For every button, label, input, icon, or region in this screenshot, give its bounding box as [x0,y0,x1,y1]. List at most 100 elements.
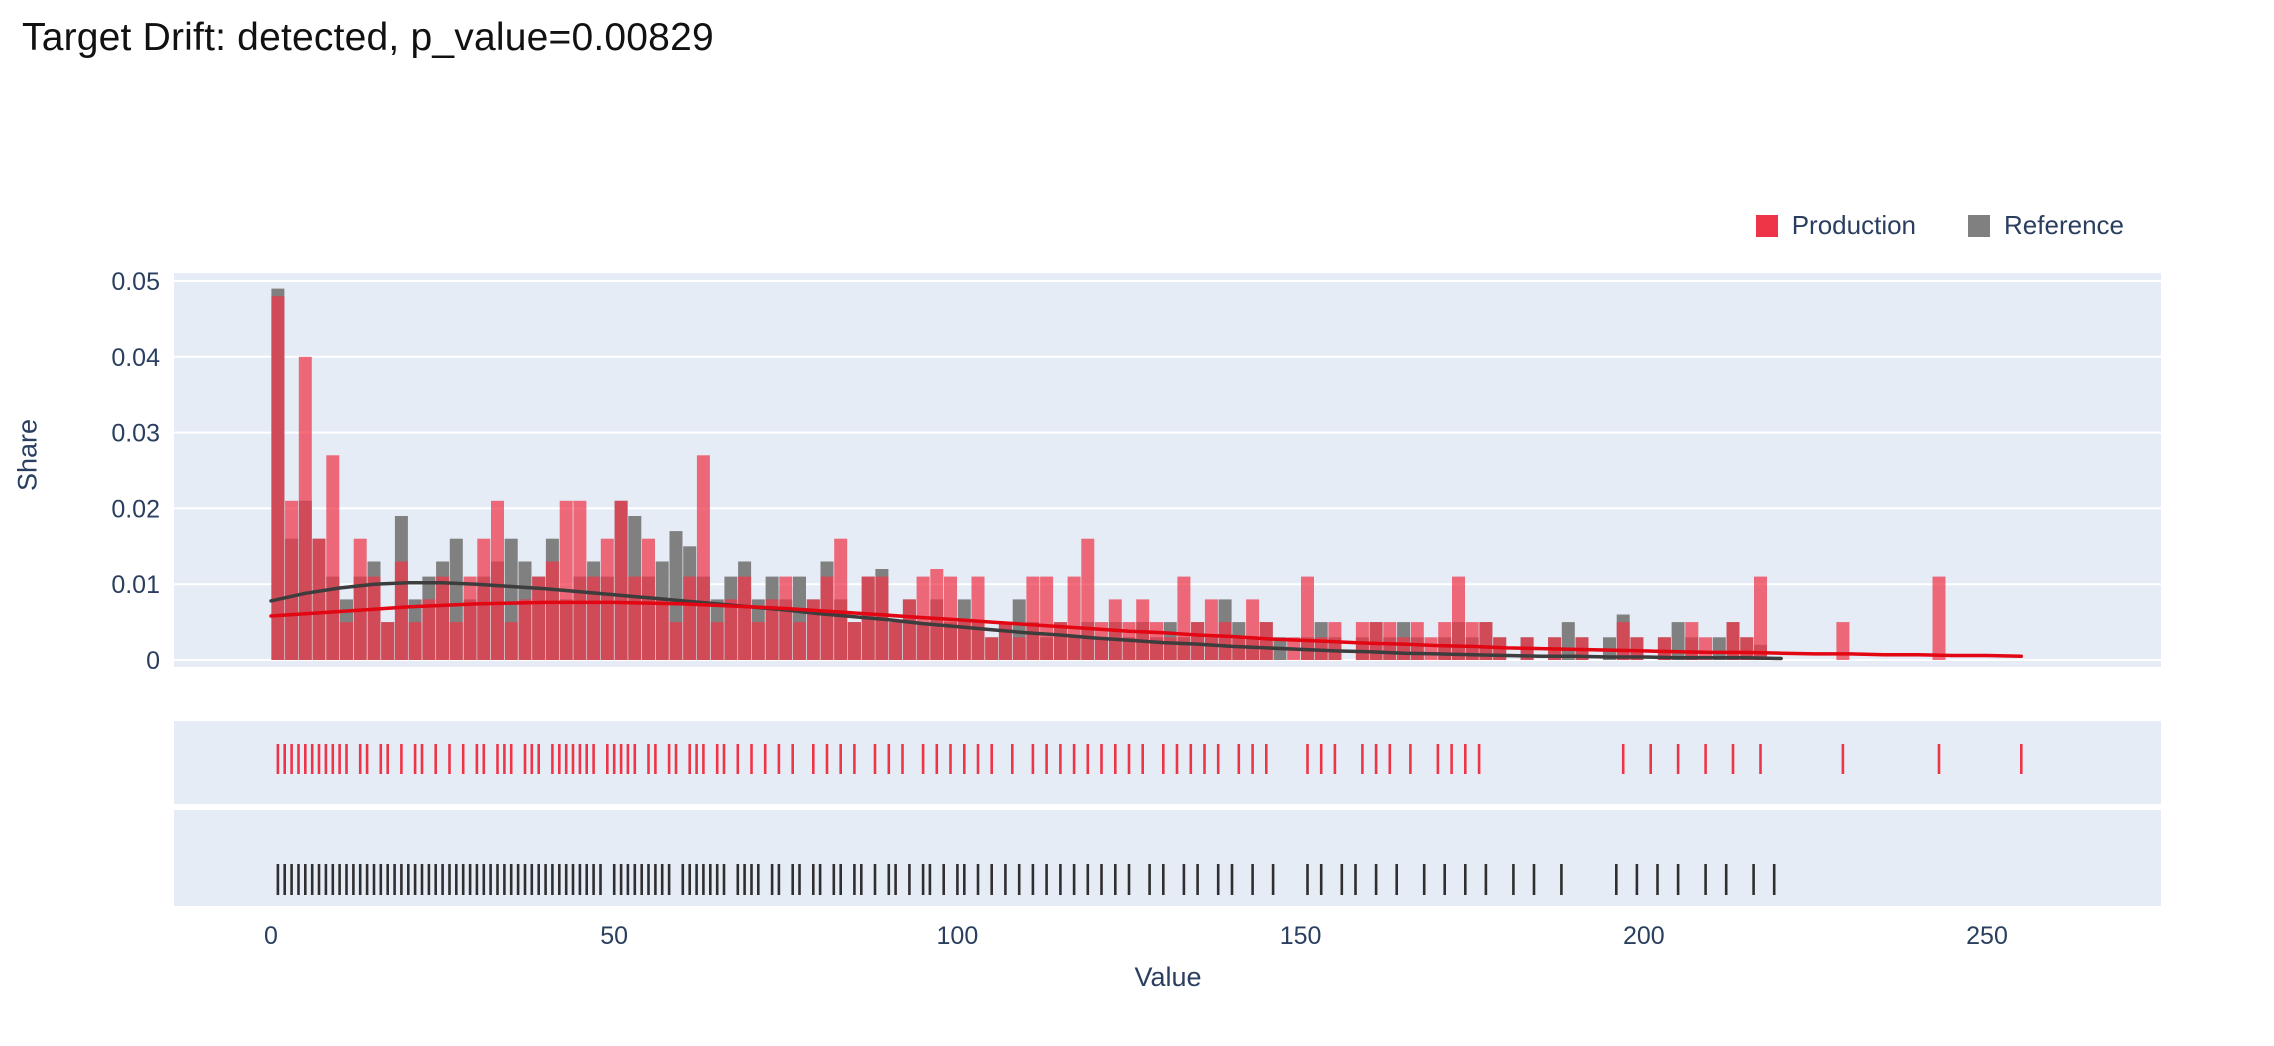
production-histogram-bar [1397,637,1411,660]
production-histogram-bar [1438,622,1452,660]
production-histogram-bar [820,576,834,660]
production-histogram-bar [326,455,340,660]
production-histogram-bar [1067,576,1081,660]
production-kde-line [269,600,2024,658]
production-histogram-bar [1136,599,1150,660]
production-histogram-bar [587,576,601,660]
production-histogram-bar [1163,637,1177,660]
production-histogram-bar [1204,599,1218,660]
legend-label-reference: Reference [2004,210,2124,240]
x-axis-title: Value [1134,962,1202,992]
reference-kde-line [269,580,1783,661]
production-histogram-bar [738,576,752,660]
production-histogram-bar [1040,576,1054,660]
production-histogram-bar [408,622,422,660]
reference-rug-panel [174,810,2161,906]
production-histogram-bar [1081,538,1095,660]
production-histogram-bar [1479,622,1493,660]
y-tick-label: 0.02 [111,495,160,523]
production-histogram-bar [312,538,326,660]
page-title: Target Drift: detected, p_value=0.00829 [22,16,714,59]
production-histogram-bar [930,569,944,660]
production-histogram-bar [1259,622,1273,660]
production-histogram-bar [1740,637,1754,660]
production-histogram-bar [367,576,381,660]
production-histogram-bar [793,622,806,660]
production-histogram-bar [1932,576,1946,660]
production-histogram-bar [1685,622,1699,660]
production-histogram-bar [1246,599,1260,660]
production-histogram-bar [504,622,518,660]
production-histogram-bar [779,576,793,660]
y-tick-label: 0.03 [111,420,160,448]
production-histogram-bar [463,576,477,660]
production-histogram-bar [1095,622,1108,660]
production-histogram-bar [765,599,779,660]
production-histogram-bar [1218,622,1232,660]
reference-histogram-bar [1671,622,1685,660]
production-histogram-bar [340,622,353,660]
production-swatch-icon [1755,214,1778,237]
production-histogram-bar [285,500,299,660]
production-histogram-bar [1232,637,1246,660]
x-tick-label: 150 [1280,922,1322,950]
production-histogram-bar [532,576,546,660]
production-histogram-bar [957,622,971,660]
production-histogram-bar [724,599,738,660]
production-histogram-bar [1053,622,1067,660]
production-histogram-bar [1177,576,1191,660]
y-tick-label: 0.01 [111,571,160,599]
production-histogram-bar [669,622,683,660]
production-histogram-bar [655,599,669,660]
production-histogram-bar [1026,576,1040,660]
production-histogram-bar [1465,622,1479,660]
legend-label-production: Production [1791,210,1917,240]
production-histogram-bar [847,622,861,660]
production-histogram-bar [1726,622,1740,660]
production-histogram-bar [1355,622,1369,660]
production-histogram-bar [628,576,642,660]
legend-item-reference[interactable]: Reference [1968,210,2124,241]
production-histogram-bar [902,599,916,660]
production-histogram-bar [477,538,491,660]
reference-histogram-bar [1712,637,1726,660]
production-histogram-bar [298,356,312,660]
production-histogram-bar [559,500,573,660]
production-histogram-bar [710,622,724,660]
production-histogram-bar [436,576,450,660]
production-histogram-bar [614,500,628,660]
production-histogram-bar [422,599,436,660]
x-tick-label: 0 [264,922,278,950]
production-histogram-bar [889,622,903,660]
production-histogram-bar [545,561,559,660]
production-histogram-bar [1836,622,1850,660]
production-histogram-bar [600,538,614,660]
production-histogram-bar [573,500,587,660]
production-histogram-bar [381,622,395,660]
production-histogram-bar [1657,637,1671,660]
production-histogram-bar [394,561,408,660]
production-histogram-bar [1191,622,1205,660]
production-histogram-bar [271,296,285,660]
production-histogram-bar [751,622,765,660]
reference-histogram-bar [1561,622,1575,660]
x-tick-label: 200 [1623,922,1665,950]
production-histogram-bar [1301,576,1314,660]
production-histogram-bar [1699,637,1713,660]
x-tick-label: 50 [600,922,628,950]
production-histogram-bar [998,622,1012,660]
production-histogram-bar [1616,622,1630,660]
production-histogram-bar [834,538,848,660]
production-histogram-bar [1012,637,1026,660]
x-tick-label: 250 [1966,922,2008,950]
production-rug-panel [174,721,2161,804]
production-histogram-bar [971,576,985,660]
production-histogram-bar [449,622,463,660]
production-histogram-bar [683,576,697,660]
production-histogram-bar [985,637,999,660]
production-histogram-bar [518,599,532,660]
x-tick-label: 100 [937,922,979,950]
legend-item-production[interactable]: Production [1755,210,1917,241]
